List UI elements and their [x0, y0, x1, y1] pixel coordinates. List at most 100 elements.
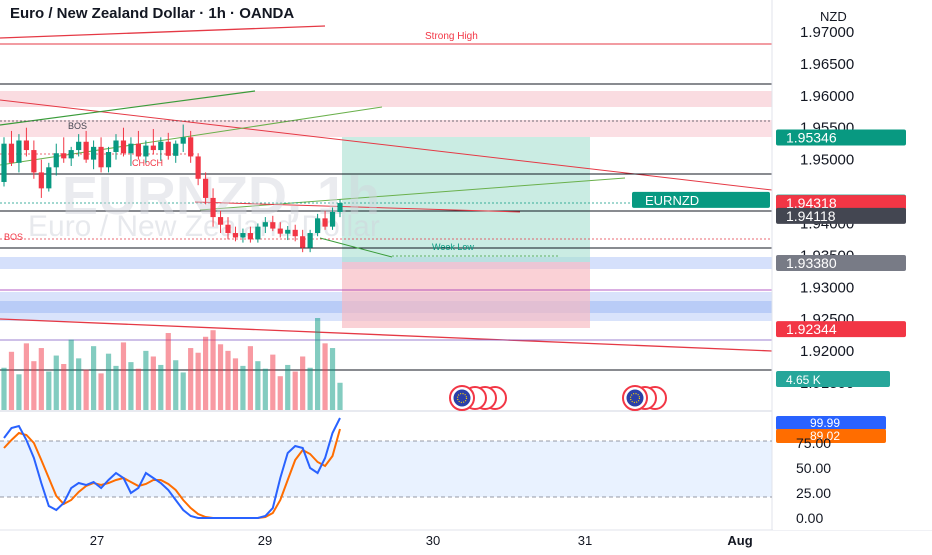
volume-bar [315, 318, 321, 410]
candle [262, 217, 268, 234]
candle [31, 140, 37, 179]
volume-bar [23, 343, 29, 410]
candle [292, 224, 298, 242]
annotations: Strong High BOS CHoCH BOS Week Low [4, 31, 478, 252]
candle [307, 229, 313, 253]
candle [240, 228, 246, 243]
volume-bar [61, 364, 67, 410]
volume-bar [225, 350, 231, 410]
candle [23, 127, 29, 157]
svg-text:1.94118: 1.94118 [786, 208, 836, 224]
candle [225, 217, 231, 240]
candle [188, 130, 194, 163]
volume-bar [285, 364, 291, 410]
price-tick: 1.96500 [800, 56, 854, 73]
volume-bar [277, 376, 283, 410]
volume-bar [262, 368, 268, 410]
stoch-k-line [3, 417, 341, 519]
candle [337, 199, 343, 218]
stoch-tick: 25.00 [796, 485, 831, 501]
candle [277, 222, 283, 238]
volume-bar [180, 372, 186, 410]
position-loss-zone [342, 262, 590, 328]
candle [158, 137, 164, 161]
candle [1, 137, 7, 187]
volume-bar [68, 339, 74, 410]
candle [315, 213, 321, 237]
candle [98, 137, 104, 173]
annotation-strong-high: Strong High [425, 31, 478, 42]
price-tick: 1.95000 [800, 152, 854, 169]
svg-text:1.93380: 1.93380 [786, 255, 837, 271]
price-tag: 1.94118 [776, 207, 906, 224]
volume-bar [232, 358, 239, 410]
stoch-tick: 75.00 [796, 435, 831, 451]
volume-bar [292, 371, 298, 410]
price-labels: 1.95346EURNZD1.9432620:441.943181.941181… [632, 129, 906, 338]
volume-bar [247, 346, 253, 410]
price-tick: 1.96000 [800, 88, 854, 105]
candle [329, 207, 336, 230]
candle [195, 153, 201, 186]
candle [76, 134, 82, 157]
supply-zone-upper [0, 91, 772, 107]
trendline-green [0, 90, 256, 126]
volume-bar [337, 382, 343, 410]
candle [247, 226, 253, 243]
volume-bar [31, 361, 37, 410]
volume-bar [158, 364, 164, 410]
candle [232, 226, 239, 242]
volume-bar [1, 367, 7, 410]
price-axis[interactable]: NZD 1.970001.965001.960001.955001.950001… [632, 0, 932, 530]
candle [270, 215, 276, 232]
drawings-layer [0, 25, 773, 371]
annotation-week-low: Week Low [432, 242, 474, 252]
volume-bar [300, 356, 306, 410]
volume-bar [128, 362, 134, 410]
candle [285, 226, 291, 241]
chart-title: Euro / New Zealand Dollar · 1h · OANDA [10, 5, 294, 22]
svg-text:EURNZD: EURNZD [645, 193, 699, 208]
volume-bar [173, 360, 179, 410]
volume-bar [188, 348, 194, 410]
stoch-d-line [3, 428, 341, 519]
volume-bar [98, 373, 104, 410]
candle [135, 130, 141, 160]
candle [105, 146, 112, 173]
week-low-line [319, 237, 393, 258]
volume-bar [76, 358, 82, 410]
time-axis[interactable]: 27 29 30 31 Aug [90, 533, 753, 548]
candle [165, 132, 171, 160]
volume-bars [1, 318, 343, 410]
annotation-choch: CHoCH [132, 158, 163, 168]
time-label: 27 [90, 533, 104, 548]
volume-bar [322, 343, 328, 410]
eu-flag-icon[interactable] [449, 385, 507, 411]
volume-bar [16, 374, 22, 410]
stoch-d-label: 89.02 [776, 429, 886, 443]
candle [113, 134, 119, 160]
watermark: EURNZD, 1h Euro / New Zealand Dollar [28, 166, 380, 243]
time-label: 31 [578, 533, 592, 548]
volume-bar [329, 348, 336, 410]
volume-bar [113, 365, 119, 410]
chart-header: Euro / New Zealand Dollar · 1h · OANDA [10, 5, 294, 22]
candle [46, 162, 52, 192]
volume-bar [195, 352, 201, 410]
price-tag: 1.95346 [776, 129, 906, 146]
svg-text:1.94318: 1.94318 [786, 195, 837, 211]
time-label: 30 [426, 533, 440, 548]
candle [300, 229, 306, 253]
volume-bar [38, 348, 44, 410]
economic-events[interactable] [449, 385, 667, 411]
eu-flag-icon[interactable] [622, 385, 667, 411]
candle [180, 124, 186, 152]
svg-text:89.02: 89.02 [810, 429, 840, 443]
svg-text:1.92344: 1.92344 [786, 321, 837, 337]
candle [120, 127, 127, 157]
volume-bar [240, 365, 246, 410]
candle [217, 210, 224, 234]
candle [83, 130, 89, 163]
svg-text:99.99: 99.99 [810, 416, 840, 430]
